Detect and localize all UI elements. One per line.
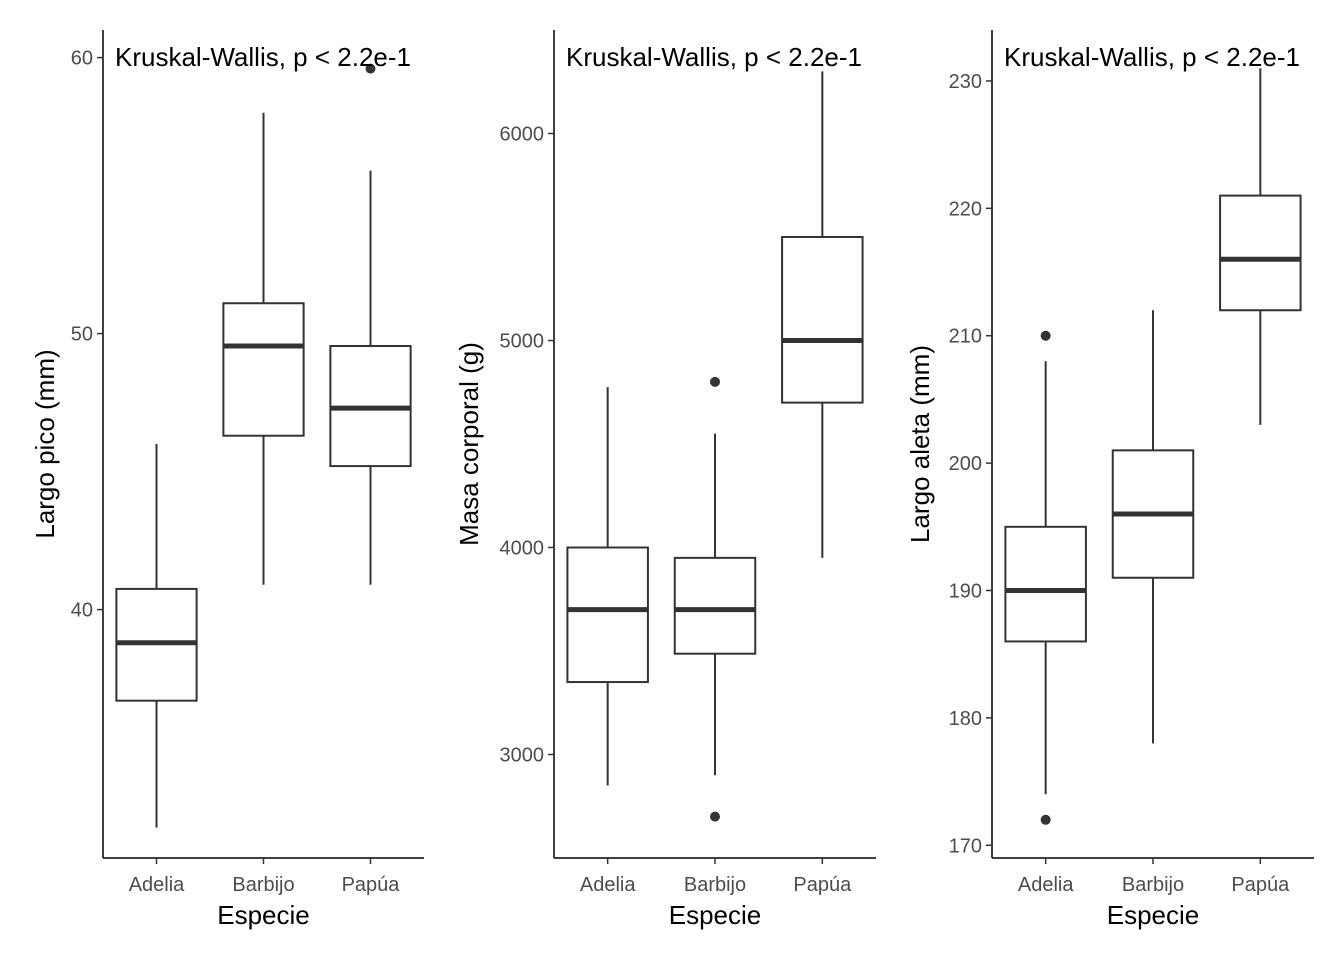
y-tick-label: 50 [71, 324, 93, 346]
iqr-box [673, 556, 757, 655]
box-papúa [781, 71, 864, 558]
kruskal-wallis-annotation: Kruskal-Wallis, p < 2.2e-1 [115, 42, 411, 72]
kruskal-wallis-annotation: Kruskal-Wallis, p < 2.2e-1 [566, 42, 862, 72]
y-tick-label: 220 [949, 198, 982, 220]
outlier-point [710, 811, 720, 822]
x-axis-title: Especie [1107, 900, 1200, 930]
x-axis-title: Especie [669, 900, 762, 930]
x-tick-label: Adelia [580, 874, 636, 896]
y-tick-label: 230 [949, 71, 982, 93]
iqr-box [1219, 194, 1302, 312]
outlier-point [710, 376, 720, 387]
panel-3: 170 180 190 200 210 220 230 Adelia Barbijo Papúa E… [905, 30, 1314, 930]
x-tick-label: Barbijo [684, 874, 746, 896]
panel-2: 3000 4000 5000 6000 Adelia Barbijo Papúa Especi… [454, 30, 876, 930]
box-adelia [115, 444, 198, 828]
iqr-box [781, 236, 864, 404]
x-tick-label: Barbijo [1122, 874, 1184, 896]
x-tick-label: Papúa [342, 874, 401, 896]
y-axis-title: Largo pico (mm) [30, 349, 60, 538]
outlier-point [365, 63, 376, 74]
y-tick-label: 6000 [500, 124, 545, 146]
y-axis-title: Largo aleta (mm) [905, 345, 935, 543]
outlier-point [1040, 330, 1051, 341]
y-tick-label: 190 [949, 580, 982, 602]
y-tick-label: 4000 [500, 538, 545, 560]
box-barbijo [1111, 310, 1195, 744]
box-papúa [1219, 68, 1302, 425]
box-barbijo [222, 112, 305, 585]
panel-1: 40 50 60 Adelia Barbijo Papúa Especie Largo pic… [30, 30, 424, 930]
x-tick-label: Adelia [1018, 874, 1074, 896]
iqr-box [222, 302, 305, 437]
y-tick-label: 5000 [500, 331, 545, 353]
box-adelia [1004, 330, 1087, 825]
kruskal-wallis-annotation: Kruskal-Wallis, p < 2.2e-1 [1004, 42, 1300, 72]
box-barbijo [673, 376, 757, 822]
iqr-box [566, 546, 649, 684]
outlier-point [1040, 814, 1051, 825]
x-tick-label: Papúa [793, 874, 852, 896]
y-tick-label: 200 [949, 453, 982, 475]
x-axis-title: Especie [217, 900, 310, 930]
y-tick-label: 40 [71, 600, 93, 622]
y-tick-label: 180 [949, 708, 982, 730]
x-tick-label: Adelia [129, 874, 185, 896]
y-tick-label: 210 [949, 326, 982, 348]
x-tick-label: Papúa [1231, 874, 1290, 896]
y-axis-title: Masa corporal (g) [454, 342, 484, 546]
y-tick-label: 3000 [500, 745, 545, 767]
iqr-box [1004, 525, 1087, 643]
x-tick-label: Barbijo [232, 874, 294, 896]
box-adelia [566, 387, 649, 786]
y-tick-label: 170 [949, 835, 982, 857]
box-papúa [329, 63, 412, 585]
y-tick-label: 60 [71, 48, 93, 70]
